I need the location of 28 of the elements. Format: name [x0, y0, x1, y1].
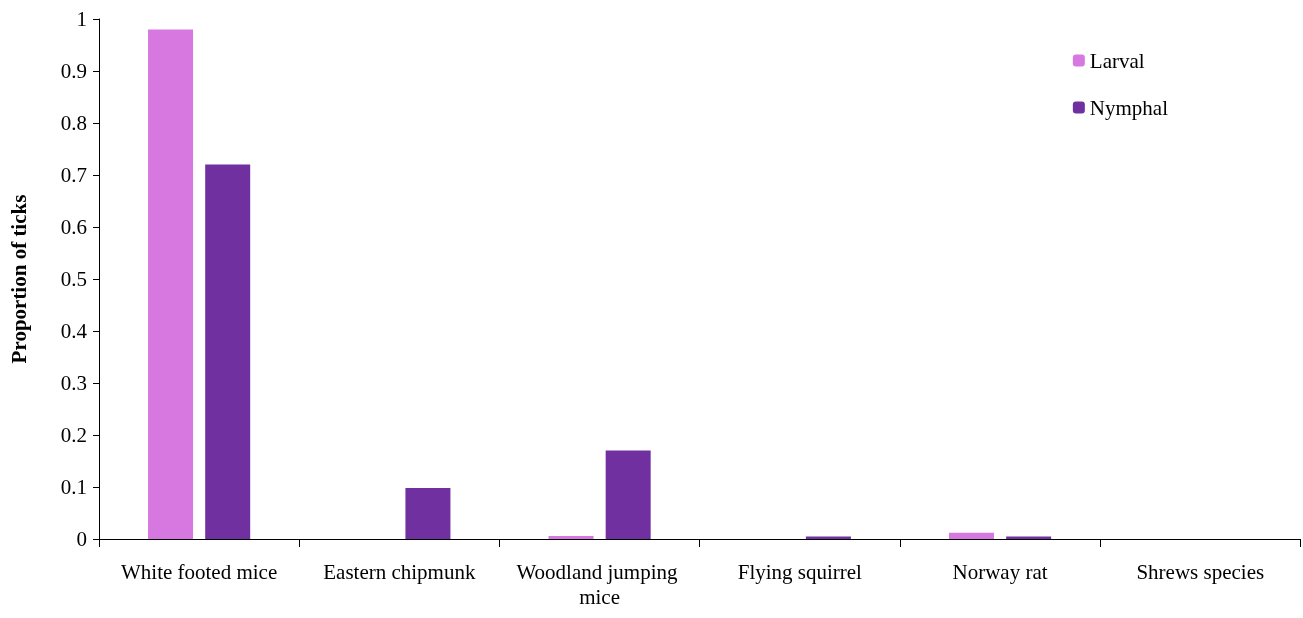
bar: [405, 488, 451, 539]
bar: [948, 532, 994, 539]
bar: [548, 535, 594, 539]
y-axis-title: Proportion of ticks: [6, 194, 31, 364]
y-tick-label: 0.2: [60, 423, 87, 447]
y-tick-label: 0.7: [60, 163, 87, 187]
x-tick-label: Eastern chipmunk: [323, 559, 476, 584]
y-tick-label: 0.4: [60, 319, 88, 343]
x-tick-label: Shrews species: [1136, 559, 1265, 584]
x-tick-label: Norway rat: [952, 559, 1048, 584]
y-tick-label: 0.5: [60, 267, 87, 291]
y-tick-label: 0.9: [60, 59, 87, 83]
y-tick-label: 0.6: [60, 215, 87, 239]
x-tick-label: Woodland jumping mice: [516, 559, 683, 609]
y-tick-label: 0.1: [60, 475, 87, 499]
legend-label: Larval: [1089, 48, 1145, 73]
y-tick-label: 0: [76, 527, 87, 551]
bar: [1006, 536, 1052, 539]
x-tick-label: Flying squirrel: [737, 559, 863, 584]
bar: [205, 164, 251, 539]
legend-label: Nymphal: [1089, 95, 1169, 120]
y-tick-label: 0.3: [60, 371, 87, 395]
x-tick-label: White footed mice: [120, 559, 278, 584]
bar: [605, 450, 651, 539]
y-tick-label: 0.8: [60, 111, 87, 135]
y-tick-label: 1: [76, 7, 87, 31]
bar: [148, 29, 194, 539]
bar: [805, 536, 851, 539]
